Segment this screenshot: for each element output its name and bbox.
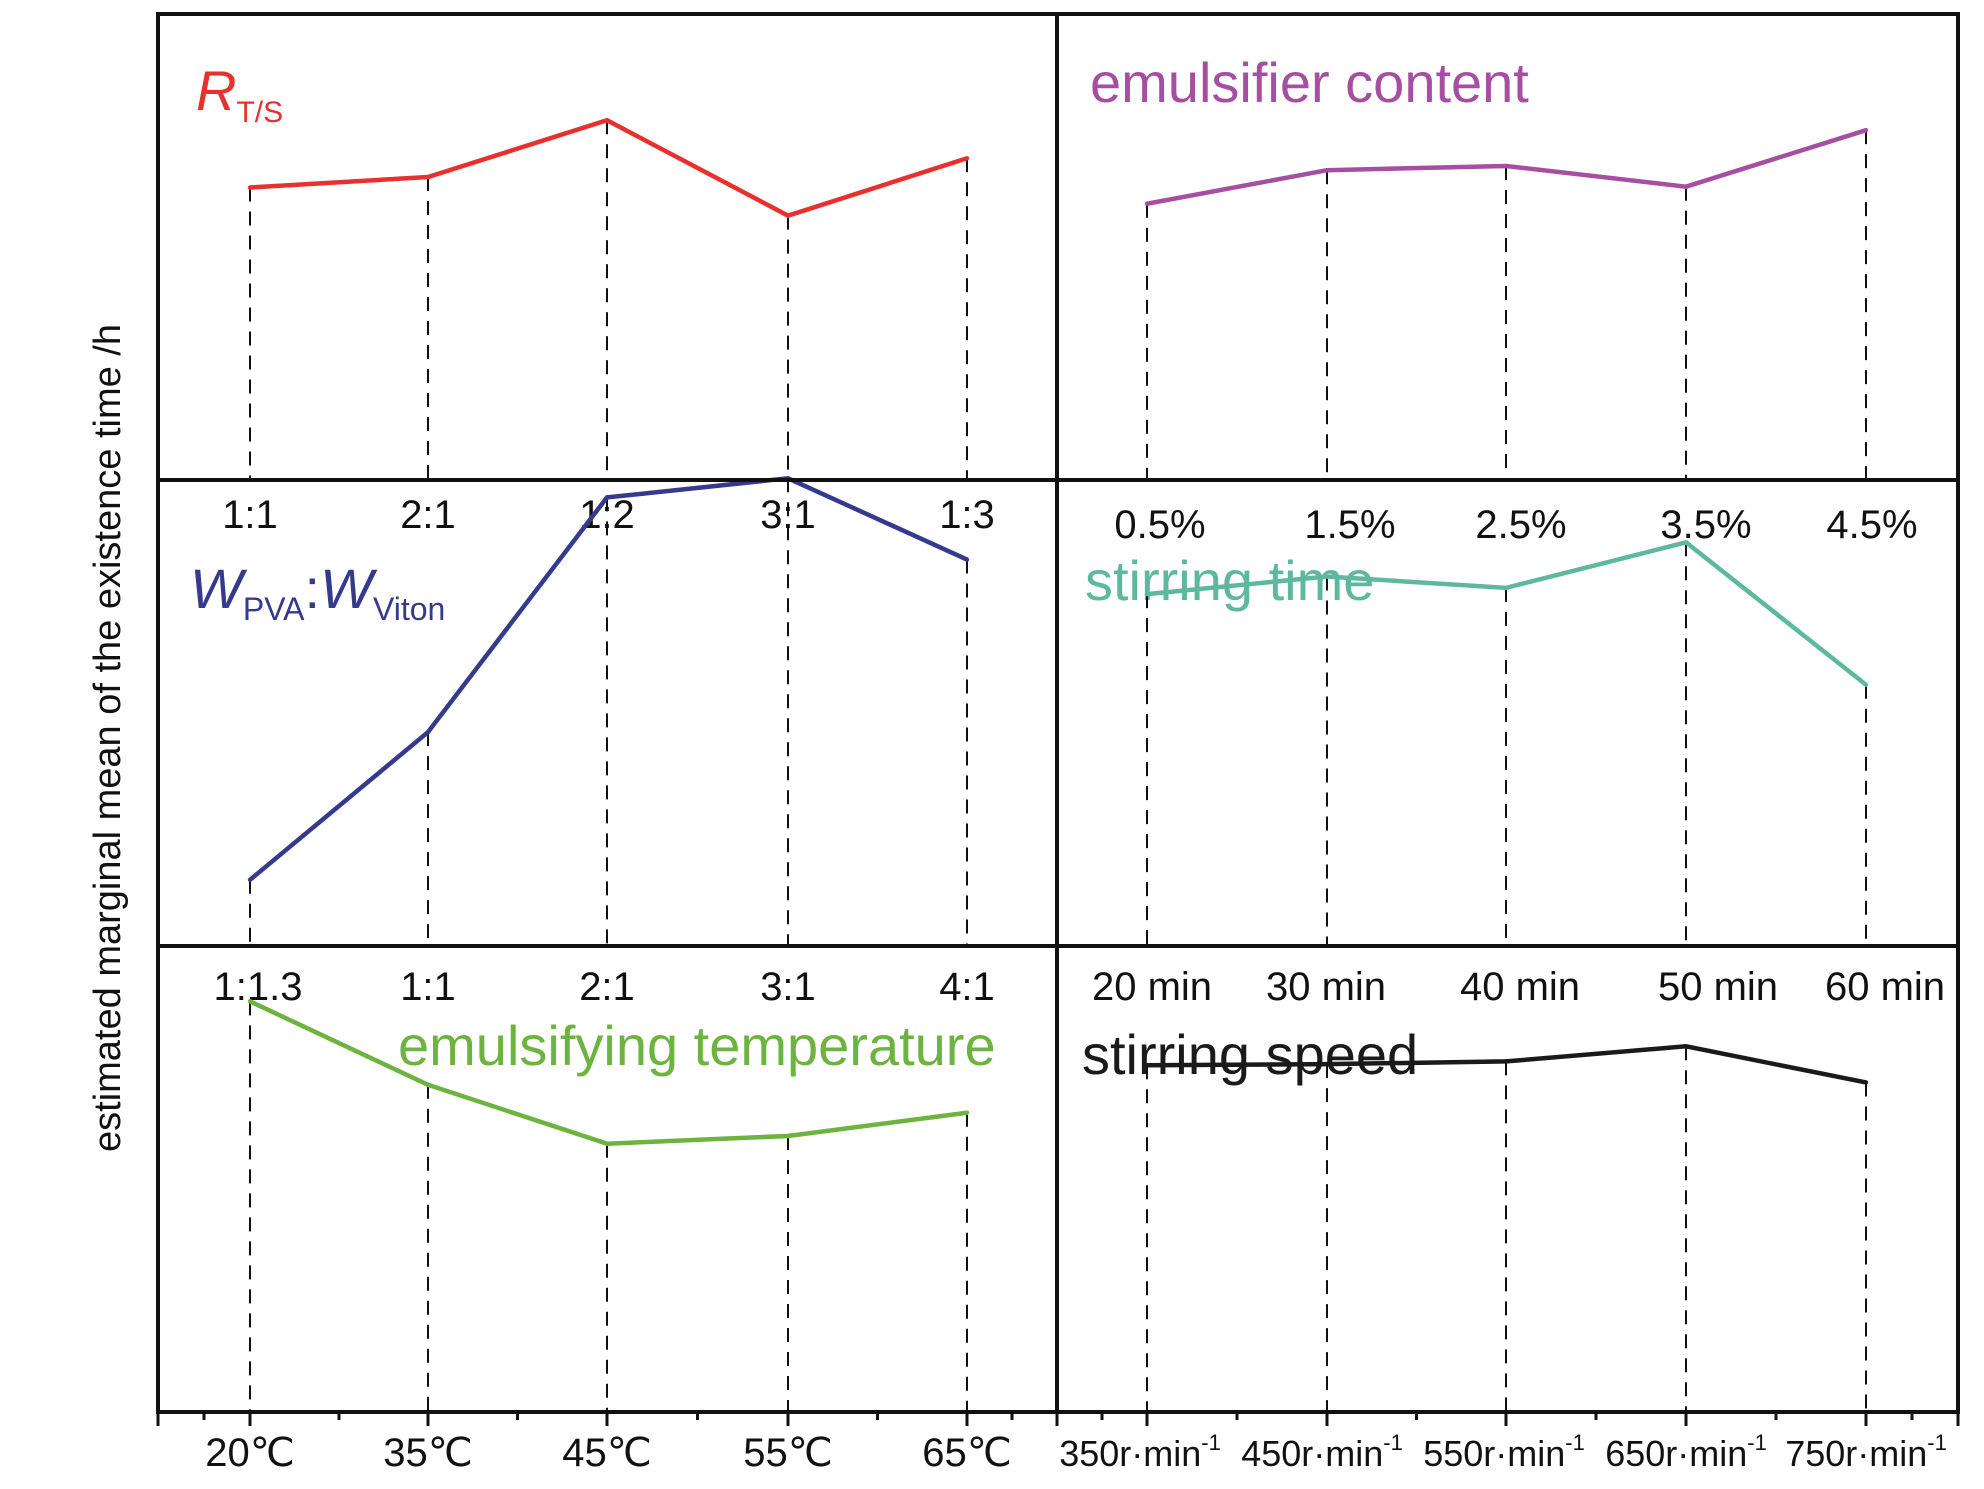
panel-6-tick-label-sup-2: -1	[1383, 1430, 1403, 1455]
panel-1-point-3	[604, 118, 610, 123]
panel-3-point-3	[604, 495, 610, 500]
panel-1-point-1	[247, 185, 253, 190]
panel-2-point-2	[1324, 168, 1330, 173]
panel-5-tick-label-2: 35℃	[383, 1431, 472, 1475]
panel-4-tick-label-1: 20 min	[1092, 965, 1212, 1009]
panel-2-point-1	[1144, 201, 1150, 206]
panel-3-tick-label-5: 4:1	[939, 965, 995, 1009]
panel-title-stirring-time: stirring time	[1085, 549, 1374, 612]
panel-title-rts-main: R	[196, 59, 236, 122]
panel-1: 1:1 2:1 1:2 3:1 1:3	[222, 117, 995, 537]
panel-title-rts: RT/S	[196, 59, 283, 129]
panel-title-wpva-s1: PVA	[243, 591, 305, 627]
panel-5-tick-label-5: 65℃	[922, 1431, 1011, 1475]
panel-5-tick-label-4: 55℃	[743, 1431, 832, 1475]
y-axis-label: estimated marginal mean of the existence…	[87, 324, 129, 1152]
panel-title-wpva-s2: Viton	[373, 591, 445, 627]
panel-4: 20 min 30 min 40 min 50 min 60 min	[1092, 539, 1945, 1009]
panel-2-point-4	[1683, 184, 1689, 189]
panel-6-point-5	[1863, 1080, 1869, 1085]
panel-1-tick-label-1: 1:1	[222, 493, 278, 537]
panel-6-point-4	[1683, 1044, 1689, 1049]
panel-title-wpva-colon: :	[305, 557, 321, 620]
panel-title-wpva-w1: W	[190, 557, 248, 620]
panel-3-tick-label-2: 1:1	[400, 965, 456, 1009]
panel-3-point-1	[247, 877, 253, 883]
panel-1-point-5	[964, 156, 970, 161]
panel-5-tick-label-3: 45℃	[562, 1431, 651, 1475]
panel-2-tick-label-4: 3.5%	[1660, 503, 1751, 547]
panel-5-point-4	[785, 1133, 791, 1139]
panel-4-tick-label-4: 50 min	[1658, 965, 1778, 1009]
panel-4-point-3	[1503, 585, 1509, 591]
panel-5-point-5	[964, 1110, 970, 1115]
panel-3: 1:1.3 1:1 2:1 3:1 4:1	[214, 475, 995, 1009]
panel-1-series-line	[249, 117, 968, 219]
panel-5-point-1	[247, 999, 253, 1004]
panel-4-point-5	[1863, 682, 1869, 687]
panel-4-tick-label-2: 30 min	[1266, 965, 1386, 1009]
panel-6-tick-label-1: 350r·min-1	[1059, 1430, 1221, 1474]
panel-3-tick-label-1: 1:1.3	[214, 965, 303, 1009]
panel-5-point-3	[604, 1141, 610, 1146]
panel-6-tick-label-sup-1: -1	[1201, 1430, 1221, 1455]
panel-2-point-5	[1863, 127, 1869, 133]
panel-title-stirring-speed: stirring speed	[1082, 1023, 1418, 1086]
panel-4-point-4	[1683, 540, 1689, 545]
panel-5-tick-label-1: 20℃	[205, 1431, 294, 1475]
panel-5-point-2	[425, 1082, 431, 1087]
panel-4-point-1	[1144, 591, 1150, 597]
panel-6-tick-label-sup-4: -1	[1747, 1430, 1767, 1455]
panel-title-emulsifier-content: emulsifier content	[1090, 51, 1529, 114]
panel-3-series-line	[248, 475, 968, 882]
chart-marks: 1:1 2:1 1:2 3:1 1:3 0.5% 1.5% 2.5% 3.5% 4.5%1:1.3…	[156, 117, 1960, 1475]
panel-2: 0.5% 1.5% 2.5% 3.5% 4.5%	[1114, 127, 1918, 547]
panel-5: 20℃ 35℃ 45℃ 55℃ 65℃	[205, 999, 1012, 1475]
panel-6-point-2	[1324, 1061, 1330, 1067]
panel-title-emulsifying-temperature: emulsifying temperature	[398, 1014, 996, 1077]
panel-6-tick-label-sup-3: -1	[1565, 1430, 1585, 1455]
panel-2-tick-label-5: 4.5%	[1826, 503, 1917, 547]
panel-3-tick-label-3: 2:1	[579, 965, 635, 1009]
panel-2-tick-label-3: 2.5%	[1475, 503, 1566, 547]
panel-6-tick-label-sup-5: -1	[1927, 1430, 1947, 1455]
panel-2-tick-label-1: 0.5%	[1114, 503, 1205, 547]
panel-6-tick-label-4: 650r·min-1	[1605, 1430, 1767, 1474]
panel-4-point-2	[1324, 574, 1330, 579]
panel-6-point-3	[1503, 1059, 1509, 1064]
panel-3-tick-label-4: 3:1	[760, 965, 816, 1009]
panel-6-tick-label-5: 750r·min-1	[1785, 1430, 1947, 1474]
panel-6-point-1	[1144, 1063, 1150, 1068]
panel-6-tick-label-3: 550r·min-1	[1423, 1430, 1585, 1474]
panel-title-wpva-wviton: WPVA:WViton	[190, 557, 445, 627]
panel-1-tick-label-2: 2:1	[400, 493, 456, 537]
panel-frame	[156, 12, 1960, 1414]
panel-6: 350r·min-1 450r·min-1 550r·min-1 650r·min-1…	[1059, 1044, 1947, 1474]
panel-3-point-2	[425, 729, 431, 735]
panel-6-tick-label-2: 450r·min-1	[1241, 1430, 1403, 1474]
panel-1-point-4	[785, 213, 791, 218]
panel-2-point-3	[1503, 163, 1509, 169]
panel-title-wpva-w2: W	[320, 557, 378, 620]
panel-1-point-2	[425, 174, 431, 180]
panel-title-rts-sub: T/S	[236, 96, 283, 129]
panel-3-point-5	[964, 557, 970, 562]
panel-1-tick-label-5: 1:3	[939, 493, 995, 537]
panel-4-tick-label-5: 60 min	[1825, 965, 1945, 1009]
panel-2-tick-label-2: 1.5%	[1304, 503, 1395, 547]
panel-4-tick-label-3: 40 min	[1460, 965, 1580, 1009]
bottom-axis-ticks	[156, 1412, 1960, 1426]
